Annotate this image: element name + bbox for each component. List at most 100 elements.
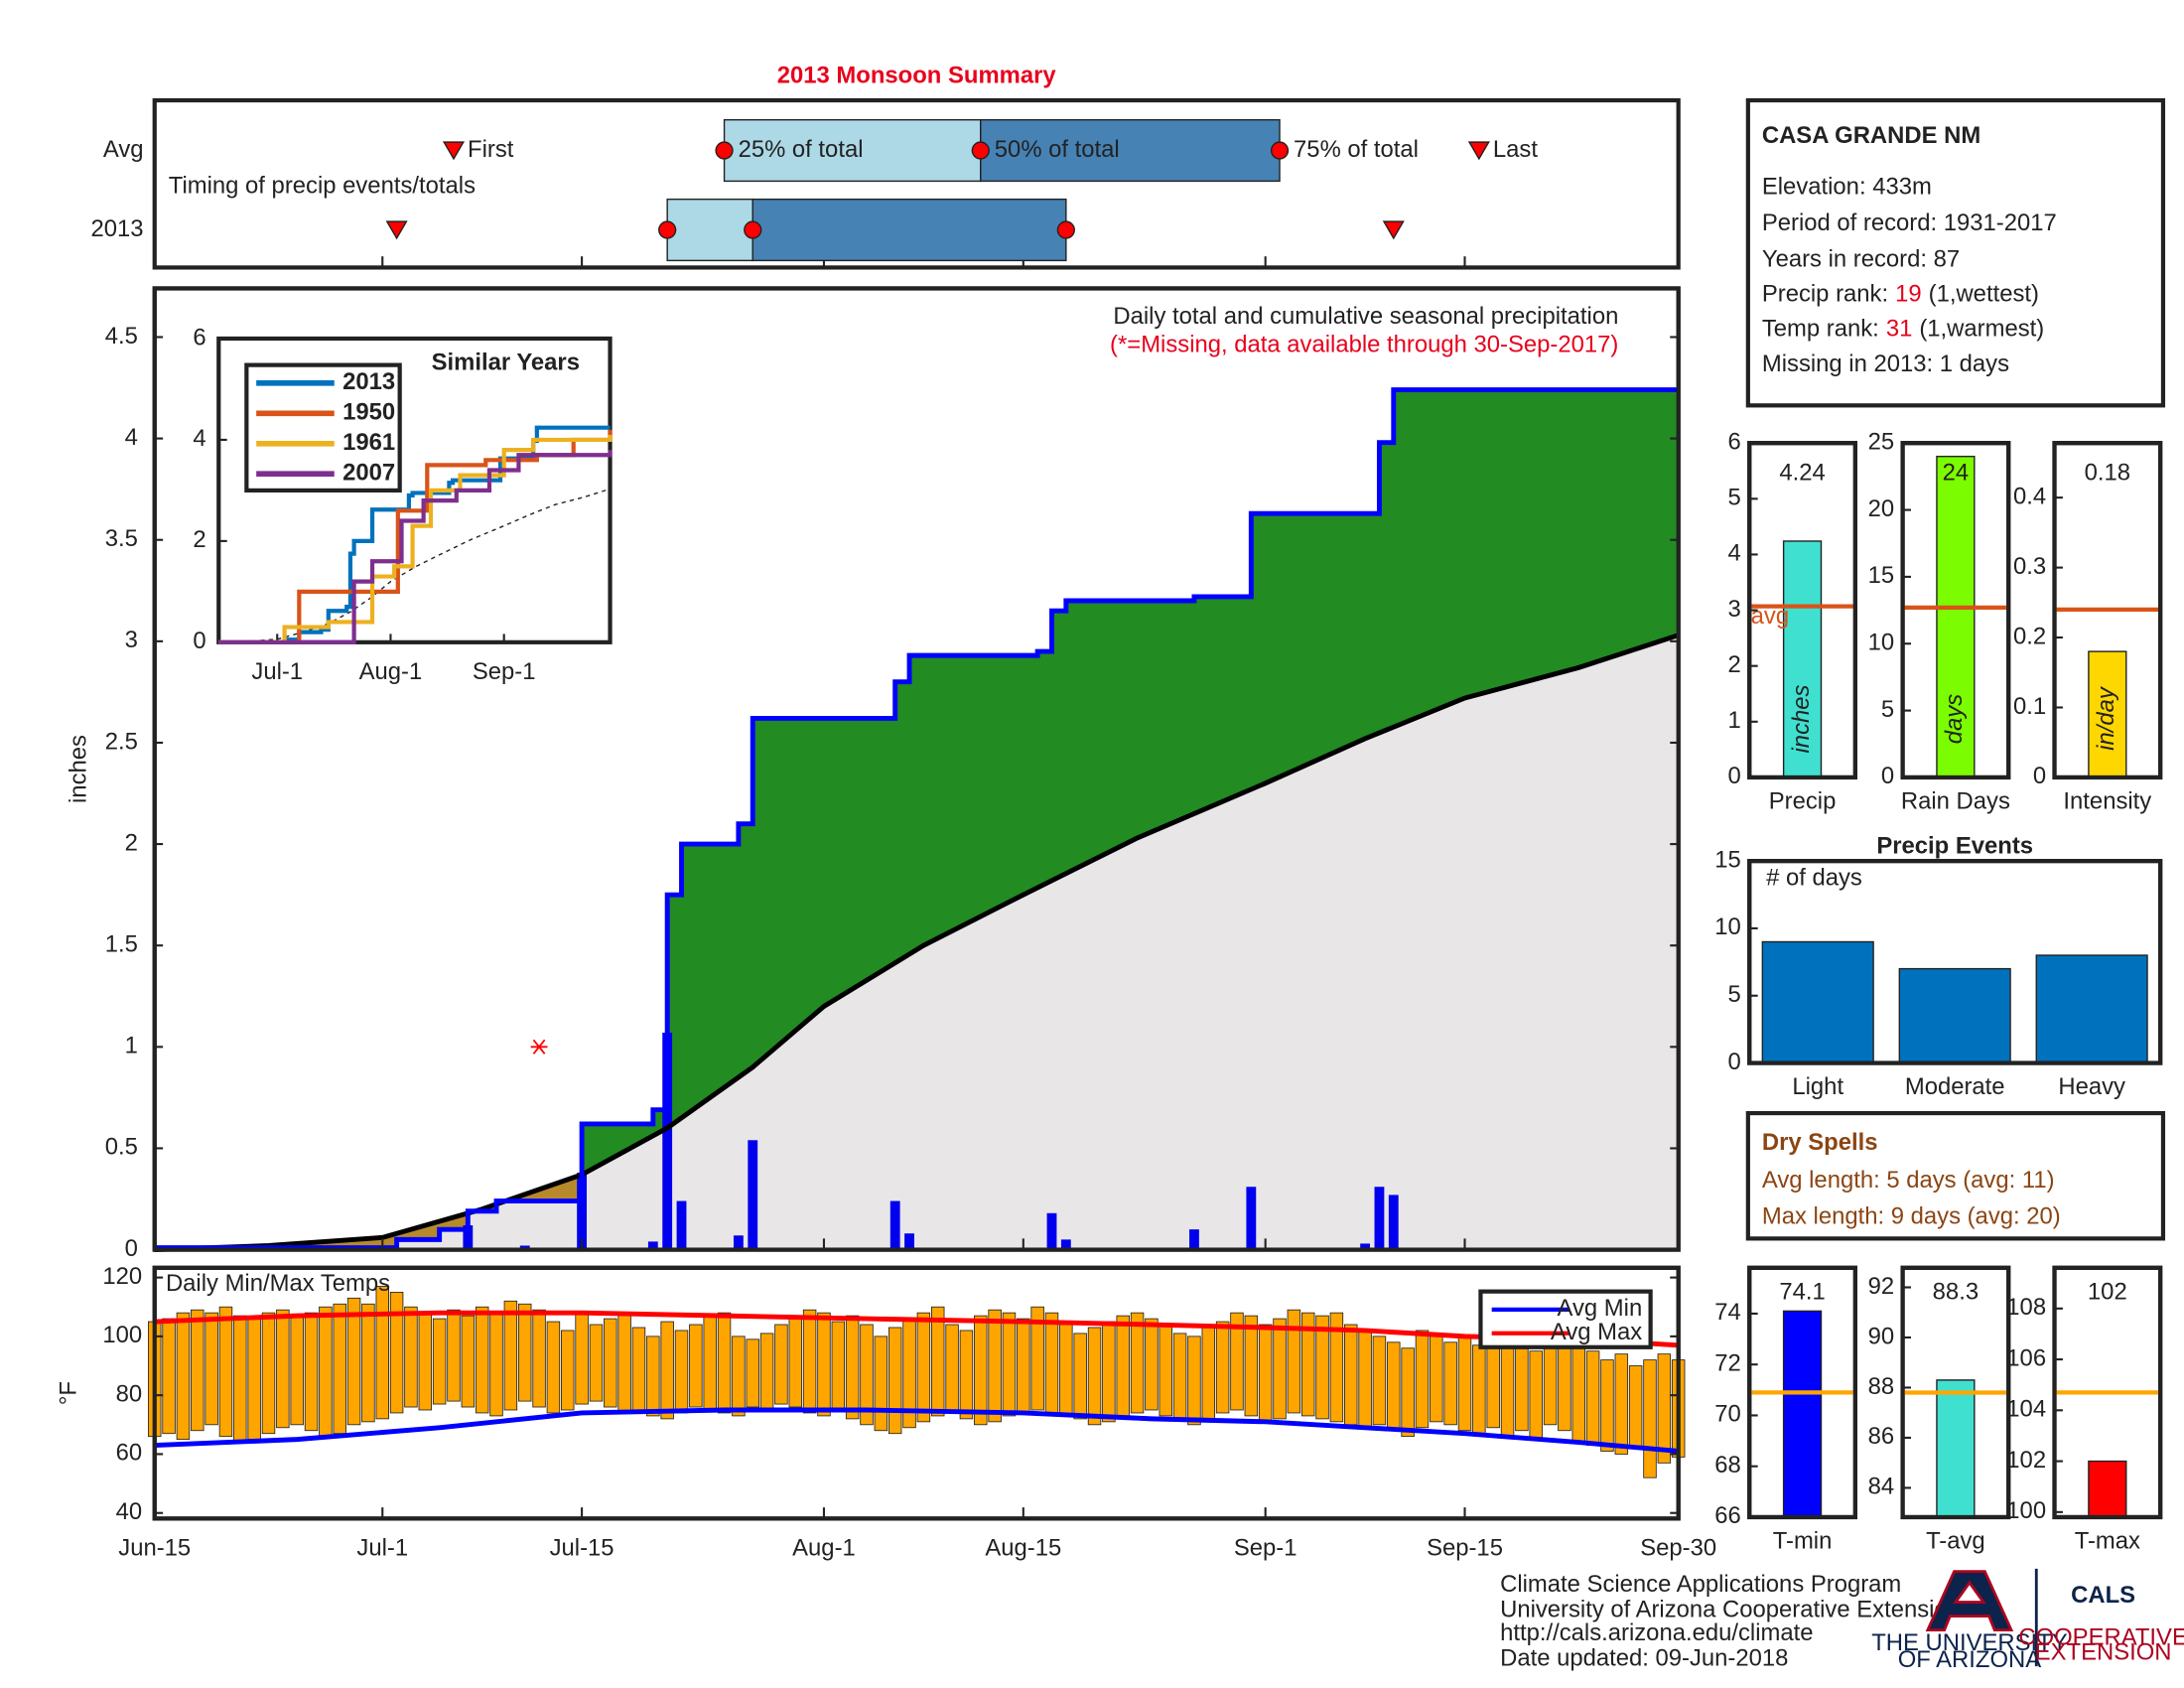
footer-line: Date updated: 09-Jun-2018 [1500, 1644, 1788, 1671]
y-tick-label: 1.5 [105, 931, 138, 958]
daily-bar [904, 1233, 914, 1250]
total-marker [1270, 141, 1290, 160]
temp-bar [589, 1324, 604, 1402]
temp-bar [461, 1315, 476, 1408]
y-tick-label: 5 [1881, 696, 1894, 723]
total-marker [658, 220, 677, 239]
legend-label: 2013 [342, 368, 395, 395]
plot-frame [1747, 859, 2163, 1065]
bar [2088, 650, 2127, 778]
cumulative-line [154, 387, 1679, 1250]
legend-label: Avg Max [1551, 1319, 1642, 1345]
y-tick-label: 0 [1881, 763, 1894, 789]
temp-rank: Temp rank: 31 (1,warmest) [1762, 316, 2044, 343]
temp-bar [532, 1309, 546, 1408]
y-tick-label: 40 [116, 1498, 143, 1525]
x-tick-label: T-avg [1926, 1528, 1985, 1555]
y-tick-label: 1 [125, 1033, 138, 1059]
y-tick-label: 0 [193, 628, 205, 654]
timing-label: 75% of total [1294, 136, 1419, 163]
plot-frame [2052, 1265, 2163, 1520]
y-tick-label: 100 [2006, 1497, 2046, 1524]
legend-label: 1961 [342, 429, 395, 456]
y-tick-label: 10 [1868, 630, 1895, 656]
missing-marker [530, 1039, 548, 1055]
y-tick-label: 120 [102, 1263, 142, 1290]
plot-frame [152, 1265, 1681, 1521]
daily-bar [577, 1172, 588, 1250]
temp-bar [746, 1338, 759, 1408]
daily-bar [676, 1200, 687, 1250]
x-tick-label: Sep-15 [1427, 1535, 1503, 1562]
temp-bar [631, 1327, 646, 1411]
y-tick-label: 88 [1868, 1373, 1895, 1400]
temp-bar [176, 1312, 191, 1441]
y-tick-label: 4.5 [105, 323, 138, 350]
y-tick-label: 5 [1728, 485, 1741, 511]
temp-bar [404, 1306, 418, 1408]
temp-bar [1515, 1341, 1529, 1432]
annotation-note: (*=Missing, data available through 30-Se… [1110, 331, 1618, 357]
x-tick-label: Moderate [1905, 1073, 2005, 1100]
y-tick-label: 15 [1714, 846, 1741, 873]
station-line: Period of record: 1931-2017 [1762, 210, 2057, 236]
annotation: # of days [1766, 865, 1862, 892]
temp-bar [1044, 1312, 1059, 1414]
temp-bar [191, 1309, 205, 1432]
temp-bar [1643, 1359, 1657, 1478]
temp-bar [1430, 1336, 1443, 1423]
inset-title: Similar Years [432, 350, 580, 376]
value-label: 24 [1943, 459, 1970, 486]
temp-bar [1415, 1330, 1430, 1429]
temp-bar [1059, 1324, 1073, 1417]
bar [1761, 940, 1874, 1064]
logo-text: THE UNIVERSITY [1871, 1629, 2067, 1656]
y-tick-label: 25 [1868, 428, 1895, 455]
total-marker [971, 141, 990, 160]
bar [1782, 1310, 1823, 1518]
bar [2035, 954, 2148, 1064]
temp-bar [660, 1321, 674, 1420]
temp-bar [276, 1309, 290, 1429]
bar [1898, 967, 2011, 1064]
x-tick-label: T-min [1773, 1528, 1833, 1555]
daily-bar [1060, 1239, 1071, 1250]
y-tick-label: 2 [193, 526, 205, 553]
daily-bar [1046, 1212, 1057, 1250]
timing-label: Last [1493, 136, 1538, 163]
y-tick-label: 108 [2006, 1294, 2046, 1321]
x-tick-label: Sep-1 [1234, 1535, 1297, 1562]
temp-bar [1401, 1347, 1415, 1438]
dry-spells-line: Max length: 9 days (avg: 20) [1762, 1203, 2061, 1230]
temp-bar [233, 1315, 247, 1444]
annotation: Timing of precip events/totals [169, 172, 476, 199]
x-tick-label: Aug-1 [792, 1535, 856, 1562]
y-axis-label: inches [65, 735, 91, 803]
temp-bar [475, 1306, 489, 1414]
daily-bar [1189, 1229, 1199, 1250]
y-tick-label: 10 [1714, 914, 1741, 940]
temp-bar [489, 1312, 503, 1417]
station-name: CASA GRANDE NM [1762, 122, 1980, 149]
x-tick-label: Light [1792, 1073, 1843, 1100]
x-tick-label: Jul-1 [251, 658, 303, 685]
y-tick-label: 0 [1728, 763, 1741, 789]
y-tick-label: 74 [1714, 1299, 1741, 1326]
temp-bar [1344, 1324, 1358, 1426]
dry-spells-line: Avg length: 5 days (avg: 11) [1762, 1167, 2055, 1194]
y-tick-label: 66 [1714, 1502, 1741, 1529]
y-tick-label: 2 [1728, 651, 1741, 678]
y-tick-label: 104 [2006, 1396, 2046, 1423]
event-marker [442, 141, 466, 161]
temp-bar [703, 1315, 717, 1411]
plot-frame [1747, 1265, 1857, 1520]
y-tick-label: 1 [1728, 707, 1741, 734]
temp-bar [361, 1303, 375, 1423]
legend-label: 2007 [342, 460, 395, 487]
temp-bar [1571, 1347, 1586, 1444]
y-tick-label: 4 [1728, 540, 1741, 567]
temp-bar [1529, 1350, 1543, 1441]
station-line: Years in record: 87 [1762, 246, 1960, 273]
